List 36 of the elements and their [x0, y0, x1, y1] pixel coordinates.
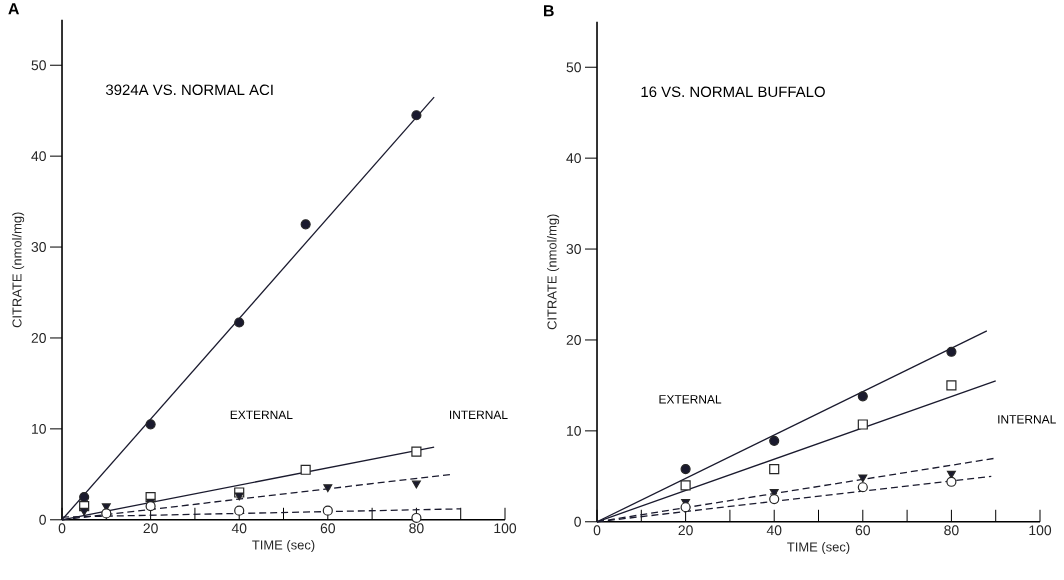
y-tick-label: 40: [566, 153, 581, 164]
y-tick-label: 30: [566, 244, 581, 255]
x-tick-label: 40: [231, 523, 247, 534]
y-tick-label: 0: [574, 516, 581, 527]
x-axis-title: TIME (sec): [787, 542, 850, 555]
annotation: EXTERNAL: [659, 395, 722, 404]
text: A: [8, 3, 20, 15]
annotation: INTERNAL: [449, 410, 508, 419]
x-tick-label: 0: [58, 523, 66, 534]
x-axis-title: TIME (sec): [252, 540, 315, 553]
y-axis-title: CITRATE (nmol/mg): [12, 212, 25, 328]
x-tick-label: 80: [409, 523, 424, 534]
x-tick-label: 0: [593, 525, 601, 536]
y-tick-label: 20: [31, 333, 46, 344]
x-tick-label: 20: [678, 525, 693, 536]
y-tick-label: 40: [31, 151, 46, 162]
x-tick-label: 100: [494, 523, 517, 534]
y-tick-label: 0: [39, 514, 46, 525]
y-tick-label: 10: [32, 424, 46, 434]
annotation: EXTERNAL: [230, 410, 293, 419]
text: 3924A VS. NORMAL ACI: [105, 84, 273, 96]
y-tick-label: 30: [31, 242, 46, 253]
text: 16 VS. NORMAL BUFFALO: [641, 86, 825, 98]
text: B: [544, 5, 554, 17]
y-tick-label: 20: [566, 335, 581, 346]
y-tick-label: 50: [566, 62, 581, 73]
x-tick-label: 40: [766, 525, 782, 536]
y-axis-title: CITRATE (nmol/mg): [547, 214, 560, 330]
y-tick-label: 50: [31, 60, 46, 71]
x-tick-label: 20: [143, 523, 158, 534]
annotation: INTERNAL: [998, 415, 1056, 424]
x-tick-label: 80: [944, 525, 959, 536]
x-tick-label: 60: [320, 523, 336, 534]
y-tick-label: 10: [567, 426, 581, 436]
x-tick-label: 100: [1029, 525, 1052, 536]
x-tick-label: 60: [855, 525, 871, 536]
